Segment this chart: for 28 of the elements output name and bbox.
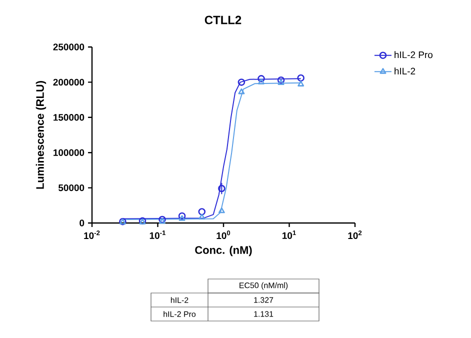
point: [258, 78, 264, 84]
x-tick-label: 10$^{1}$: [282, 230, 296, 239]
y-tick-label: 50000: [58, 184, 84, 192]
point: [278, 79, 284, 86]
point: [277, 76, 285, 84]
point: [218, 184, 226, 192]
y-axis-title: Luminescence (RLU): [36, 81, 46, 189]
point: [238, 88, 245, 94]
y-tick-label: 150000: [54, 114, 84, 121]
legend-label: hIL-2: [394, 68, 416, 74]
y-tick-label: 0: [80, 220, 84, 226]
point: [178, 212, 186, 220]
point: [218, 207, 225, 214]
point: [198, 214, 206, 220]
x-tick-label: 10$^{-1}$: [150, 230, 166, 239]
y-tick-label: 100000: [54, 149, 84, 156]
x-tick-label: 10$^{2}$: [348, 230, 362, 240]
chart-title: CTLL2: [204, 16, 242, 24]
point: [178, 215, 186, 221]
x-tick-label: 10$^{-2}$: [84, 230, 100, 240]
point: [198, 208, 206, 216]
point: [238, 78, 246, 86]
x-tick-label: 10$^{0}$: [216, 230, 230, 240]
x-axis-title: Conc. (nM): [195, 246, 252, 256]
point: [258, 75, 265, 82]
legend-label: hIL-2 Pro: [394, 51, 432, 58]
y-tick-label: 250000: [53, 44, 84, 50]
y-tick-label: 200000: [53, 78, 84, 86]
